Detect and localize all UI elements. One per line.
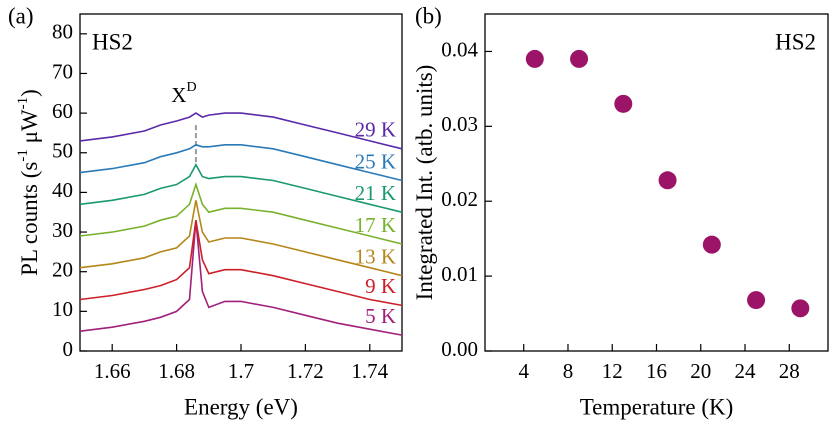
spectrum-line bbox=[79, 220, 403, 307]
x-tick-label: 1.68 bbox=[158, 359, 195, 383]
y-tick-label: 0.01 bbox=[441, 262, 478, 286]
legend-entry: 21 K bbox=[355, 181, 396, 205]
spectrum-line bbox=[79, 143, 403, 182]
x-tick-label: 8 bbox=[563, 359, 574, 383]
y-tick-label: 0 bbox=[63, 337, 74, 361]
y-tick-label: 30 bbox=[52, 218, 73, 242]
y-tick-label: 50 bbox=[52, 139, 73, 163]
x-tick-label: 1.74 bbox=[351, 359, 388, 383]
peak-label-sup: D bbox=[186, 80, 196, 95]
peak-label: XD bbox=[171, 80, 196, 107]
annotation: HS2 bbox=[92, 29, 133, 54]
spectrum-line bbox=[79, 163, 403, 213]
x-tick-label: 1.7 bbox=[228, 359, 254, 383]
x-tick-label: 24 bbox=[735, 359, 757, 383]
y-tick-label: 60 bbox=[52, 99, 73, 123]
y-tick-label: 80 bbox=[52, 20, 73, 44]
y-axis-label-part: -1 bbox=[15, 97, 31, 110]
y-axis-label-part: PL counts (s bbox=[17, 162, 42, 276]
x-axis-label: Temperature (K) bbox=[580, 394, 734, 419]
y-axis-label-part: μW bbox=[17, 109, 42, 149]
spectrum-line bbox=[79, 112, 403, 150]
x-tick-label: 20 bbox=[690, 359, 711, 383]
panel-label: (a) bbox=[8, 3, 34, 28]
legend-entry: 25 K bbox=[355, 149, 396, 173]
x-tick-label: 12 bbox=[602, 359, 623, 383]
x-tick-label: 4 bbox=[518, 359, 529, 383]
data-point bbox=[791, 299, 810, 318]
data-point bbox=[747, 291, 766, 310]
legend-entry: 5 K bbox=[365, 304, 396, 328]
x-tick-label: 28 bbox=[779, 359, 800, 383]
legend-entry: 17 K bbox=[355, 213, 396, 237]
x-tick-label: 1.66 bbox=[94, 359, 131, 383]
y-tick-label: 10 bbox=[52, 297, 73, 321]
spectrum-line bbox=[79, 200, 403, 277]
peak-label-main: X bbox=[171, 83, 186, 107]
panel-label: (b) bbox=[415, 3, 442, 28]
y-axis-label-part: -1 bbox=[15, 149, 31, 162]
data-point bbox=[614, 94, 633, 113]
y-tick-label: 0.04 bbox=[441, 37, 478, 61]
legend-entry: 9 K bbox=[365, 274, 396, 298]
y-tick-label: 0.00 bbox=[441, 337, 478, 361]
legend-entry: 29 K bbox=[355, 118, 396, 142]
spectrum-line bbox=[79, 220, 403, 336]
y-tick-label: 0.03 bbox=[441, 112, 478, 136]
data-point bbox=[570, 49, 589, 68]
legend-entry: 13 K bbox=[355, 244, 396, 268]
x-tick-label: 16 bbox=[646, 359, 667, 383]
data-point bbox=[702, 235, 721, 254]
spectrum-line bbox=[79, 181, 403, 245]
data-point bbox=[525, 49, 544, 68]
y-tick-label: 0.02 bbox=[441, 187, 478, 211]
annotation: HS2 bbox=[775, 29, 816, 54]
data-point bbox=[658, 171, 677, 190]
x-axis-label: Energy (eV) bbox=[184, 394, 298, 419]
y-axis-label-part: ) bbox=[17, 89, 42, 97]
y-tick-label: 20 bbox=[52, 258, 73, 282]
y-axis-label-part: Integrated Int. (atb. units) bbox=[412, 65, 437, 301]
y-axis-label: PL counts (s-1 μW-1) bbox=[15, 89, 42, 276]
y-tick-label: 70 bbox=[52, 59, 73, 83]
y-tick-label: 40 bbox=[52, 178, 73, 202]
y-axis-label: Integrated Int. (atb. units) bbox=[412, 65, 437, 301]
x-tick-label: 1.72 bbox=[287, 359, 324, 383]
